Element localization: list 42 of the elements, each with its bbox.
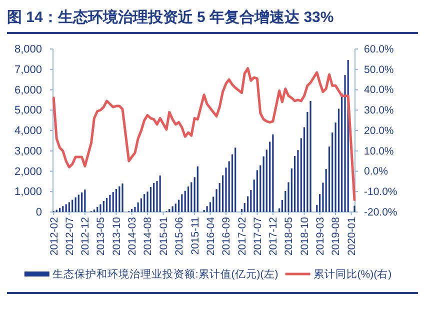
x-tick-label: 2015-06 — [174, 216, 186, 256]
x-tick-label: 2016-04 — [204, 216, 217, 256]
y-tick-label: 8,000 — [14, 44, 42, 56]
y-tick-label: 2,000 — [14, 166, 42, 178]
y2-tick-label: 50.0% — [364, 64, 394, 76]
x-tick-label: 2012-02 — [48, 216, 60, 256]
x-tick-label: 2017-12 — [268, 216, 280, 256]
y2-tick-label: 60.0% — [364, 43, 394, 56]
x-tick-label: 2012-07 — [64, 216, 76, 256]
y-tick-label: 3,000 — [14, 145, 42, 158]
y-tick-label: 1,000 — [14, 186, 42, 198]
x-tick-label: 2015-11 — [189, 216, 202, 255]
y-tick-label: 0 — [36, 206, 42, 219]
x-tick-label: 2013-05 — [95, 216, 108, 256]
y2-tick-label: 0.0% — [364, 166, 388, 178]
legend-label: 累计同比(%)(右) — [313, 268, 392, 281]
x-tick-label: 2019-03 — [314, 216, 326, 256]
x-tick-label: 2017-07 — [252, 216, 264, 256]
legend-label: 生态保护和环境治理业投资额:累计值(亿元)(左) — [52, 268, 278, 281]
y-tick-label: 6,000 — [14, 84, 42, 96]
y-tick-label: 5,000 — [14, 104, 42, 117]
x-tick-label: 2020-01 — [346, 216, 358, 256]
x-tick-label: 2013-10 — [110, 216, 123, 256]
y-tick-label: 7,000 — [14, 64, 42, 76]
x-tick-label: 2014-08 — [142, 216, 154, 256]
x-tick-label: 2014-03 — [126, 216, 138, 256]
y2-tick-label: 20.0% — [364, 124, 394, 137]
x-tick-label: 2019-08 — [330, 216, 342, 256]
x-tick-label: 2018-05 — [283, 216, 296, 256]
x-tick-label: 2017-02 — [236, 216, 248, 256]
y2-tick-label: 40.0% — [364, 84, 394, 96]
y-tick-label: 4,000 — [14, 125, 42, 138]
y2-tick-label: -20.0% — [364, 206, 398, 218]
x-tick-label: 2015-01 — [158, 216, 170, 256]
x-tick-label: 2012-12 — [80, 216, 92, 256]
y2-tick-label: 30.0% — [364, 104, 394, 116]
chart-title: 图 14：生态环境治理投资近 5 年复合增速达 33% — [7, 8, 334, 26]
x-tick-label: 2018-10 — [298, 216, 311, 256]
line-series — [52, 67, 356, 202]
y2-tick-label: 10.0% — [364, 145, 394, 158]
y2-tick-label: -10.0% — [364, 186, 398, 198]
x-tick-label: 2016-09 — [220, 216, 233, 256]
